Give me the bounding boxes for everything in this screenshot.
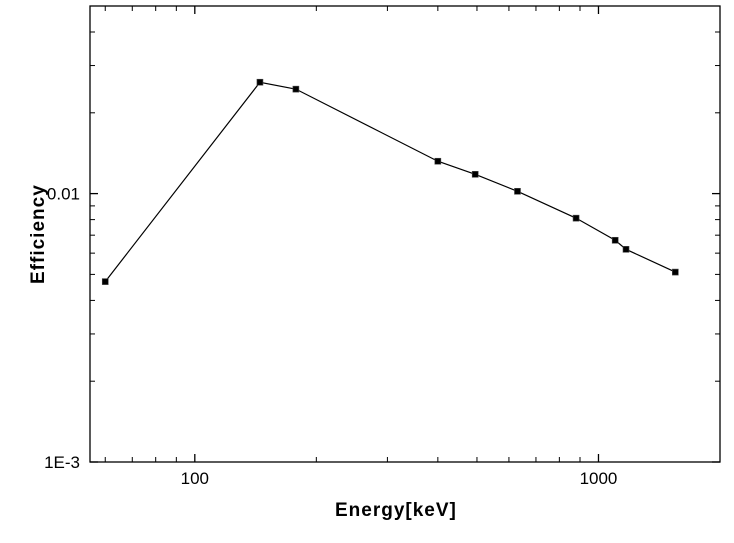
plot-svg: 100 1000 1E-3 0.01 (0, 0, 734, 543)
svg-text:0.01: 0.01 (47, 185, 80, 204)
x-axis-label: Energy[keV] (335, 500, 457, 522)
svg-text:1E-3: 1E-3 (44, 453, 80, 472)
svg-text:100: 100 (181, 469, 209, 488)
y-axis-label: Efficiency (28, 184, 50, 284)
svg-text:1000: 1000 (580, 469, 618, 488)
efficiency-chart: 100 1000 1E-3 0.01 Energy[keV] Efficiency (0, 0, 734, 543)
